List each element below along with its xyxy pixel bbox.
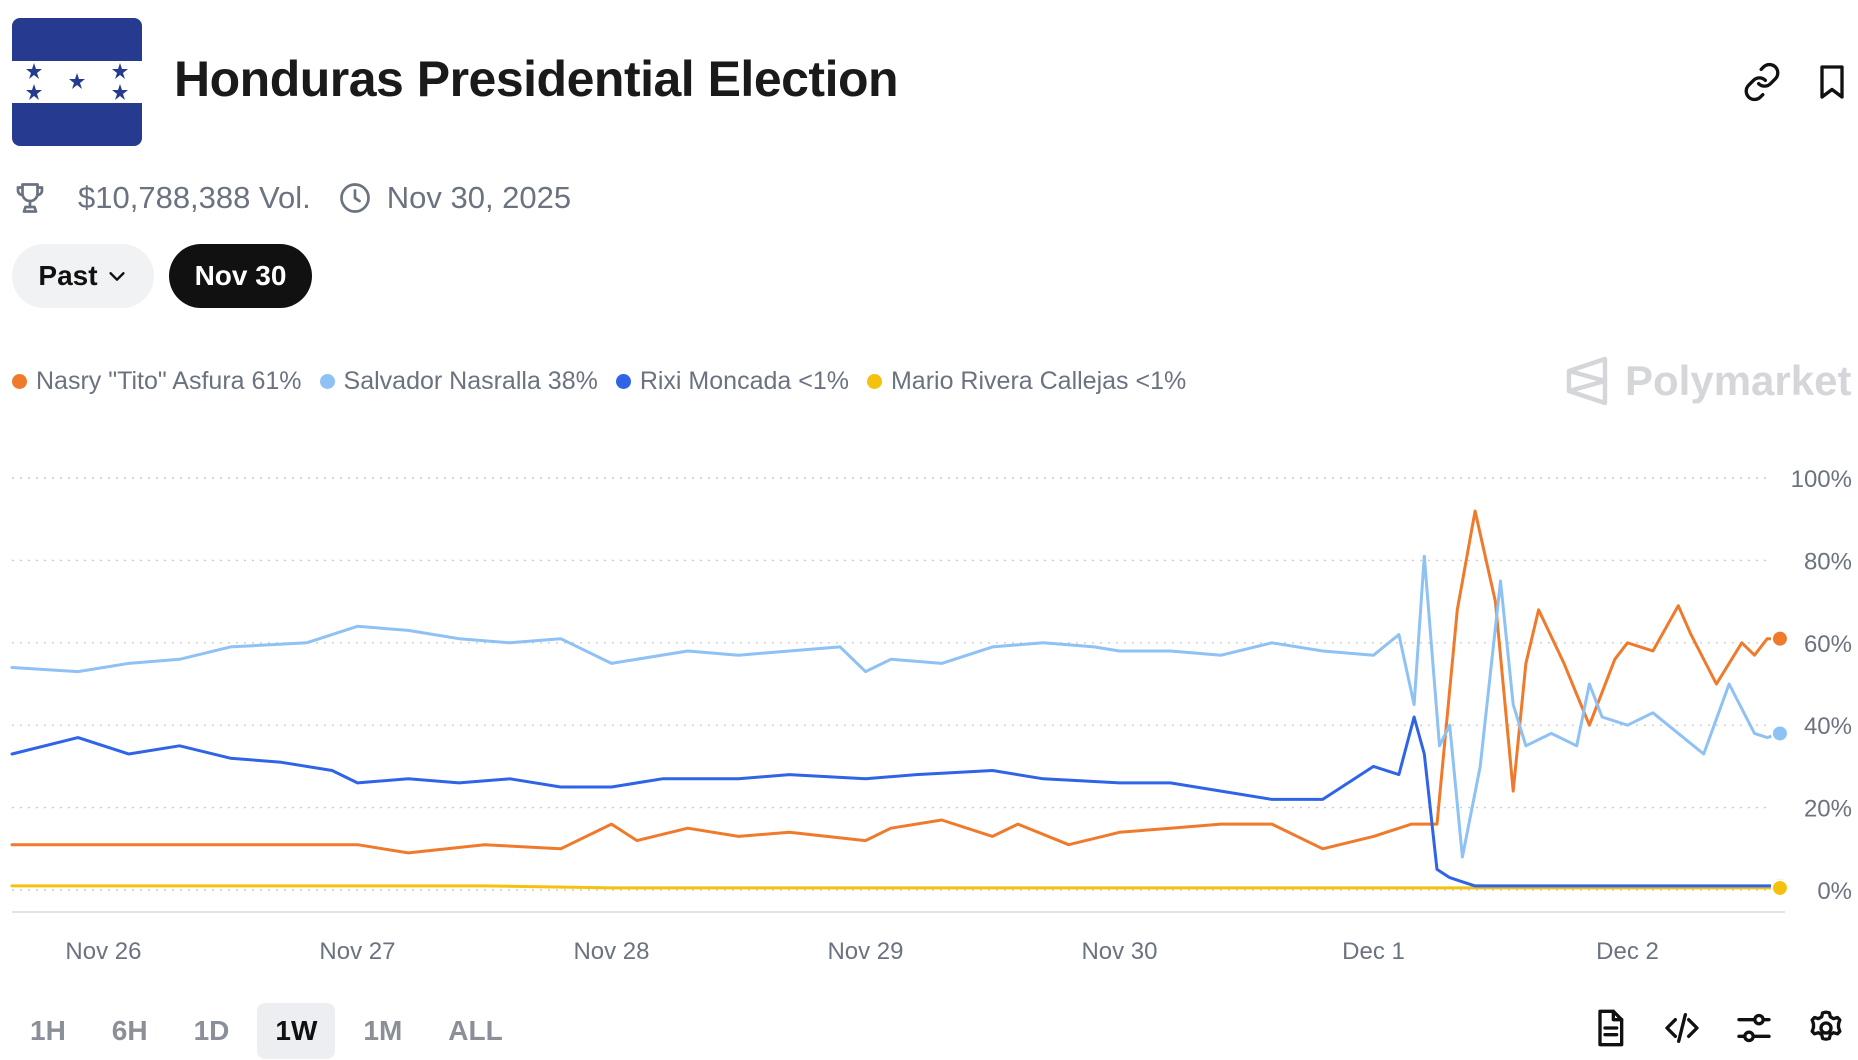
brand-name: Polymarket (1625, 357, 1852, 404)
y-tick-label: 80% (1804, 548, 1852, 575)
sliders-icon[interactable] (1734, 1008, 1774, 1048)
legend-item: Rixi Moncada <1% (615, 366, 849, 396)
legend-label: Nasry "Tito" Asfura 61% (36, 366, 302, 395)
flag-stars (26, 62, 128, 100)
x-tick-label: Dec 2 (1596, 938, 1659, 960)
volume-text: $10,788,388 Vol. (78, 180, 311, 215)
polymarket-watermark: Polymarket (1563, 353, 1851, 409)
chart-tools (1590, 1008, 1846, 1048)
copy-link-icon[interactable] (1742, 62, 1782, 102)
series-line (10, 554, 1782, 859)
clock-icon (337, 180, 373, 216)
legend-item: Salvador Nasralla 38% (319, 366, 598, 396)
date-filter-selected[interactable]: Nov 30 (169, 244, 312, 308)
timeframe-1w[interactable]: 1W (257, 1003, 336, 1059)
legend-dot (866, 373, 882, 389)
legend-item: Nasry "Tito" Asfura 61% (12, 367, 302, 396)
x-tick-label: Nov 28 (573, 938, 649, 960)
honduras-flag (12, 18, 142, 146)
series-line (10, 715, 1782, 888)
past-dropdown-label: Past (38, 260, 98, 291)
flag-bottom-band (12, 103, 142, 146)
chart-series (10, 509, 1789, 897)
y-tick-label: 20% (1804, 796, 1852, 823)
price-chart[interactable]: 0%20%40%60%80%100% Nov 26 Nov 27 Nov 28 Nov… (0, 440, 1858, 960)
legend-label: Salvador Nasralla 38% (343, 366, 598, 395)
timeframe-all[interactable]: ALL (448, 1015, 503, 1046)
timeframe-1h[interactable]: 1H (30, 1015, 66, 1046)
flag-top-band (12, 18, 142, 61)
trophy-icon (12, 180, 48, 216)
timeframe-selector: 1H 6H 1D 1W 1M ALL (12, 1003, 531, 1059)
settings-gear-icon[interactable] (1806, 1008, 1846, 1048)
x-tick-label: Nov 27 (319, 938, 395, 960)
chevron-down-icon (108, 272, 125, 281)
timeframe-1m[interactable]: 1M (363, 1015, 403, 1046)
legend-item: Mario Rivera Callejas <1% (866, 366, 1187, 396)
timeframe-1d[interactable]: 1D (193, 1015, 230, 1046)
y-tick-label: 60% (1804, 631, 1852, 658)
series-line (10, 884, 1782, 890)
x-tick-label: Nov 30 (1081, 938, 1157, 960)
y-tick-label: 100% (1791, 466, 1852, 493)
embed-code-icon[interactable] (1662, 1008, 1702, 1048)
series-end-point (1770, 878, 1789, 897)
legend-dot (319, 373, 335, 389)
chart-grid (12, 477, 1770, 891)
legend-label: Rixi Moncada <1% (639, 366, 849, 395)
chart-legend: Nasry "Tito" Asfura 61% Salvador Nasrall… (12, 366, 1204, 396)
legend-label: Mario Rivera Callejas <1% (890, 366, 1187, 395)
y-axis: 0% 20% 40% 60% 80% 100% (1791, 466, 1852, 905)
end-date-text: Nov 30, 2025 (386, 180, 572, 215)
flag-middle-band (12, 60, 142, 104)
market-meta: $10,788,388 Vol. Nov 30, 2025 (12, 178, 571, 218)
y-tick-label: 40% (1804, 713, 1852, 740)
series-end-point (1770, 724, 1789, 743)
x-axis: Nov 26 Nov 27 Nov 28 Nov 29 Nov 30 Dec 1 Dec 2 (12, 911, 1785, 960)
page-title: Honduras Presidential Election (174, 51, 899, 107)
legend-dot (615, 373, 631, 389)
y-tick-label: 0% (1817, 878, 1852, 905)
document-icon[interactable] (1590, 1008, 1630, 1048)
x-tick-label: Dec 1 (1342, 938, 1405, 960)
timeframe-6h[interactable]: 6H (111, 1015, 148, 1046)
series-line (10, 509, 1782, 855)
x-tick-label: Nov 26 (65, 938, 141, 960)
legend-dot (12, 373, 27, 389)
polymarket-logo-icon (1566, 356, 1608, 406)
x-tick-label: Nov 29 (827, 938, 903, 960)
series-end-point (1770, 629, 1789, 648)
bookmark-icon[interactable] (1812, 62, 1852, 102)
past-dropdown[interactable]: Past (12, 244, 154, 308)
